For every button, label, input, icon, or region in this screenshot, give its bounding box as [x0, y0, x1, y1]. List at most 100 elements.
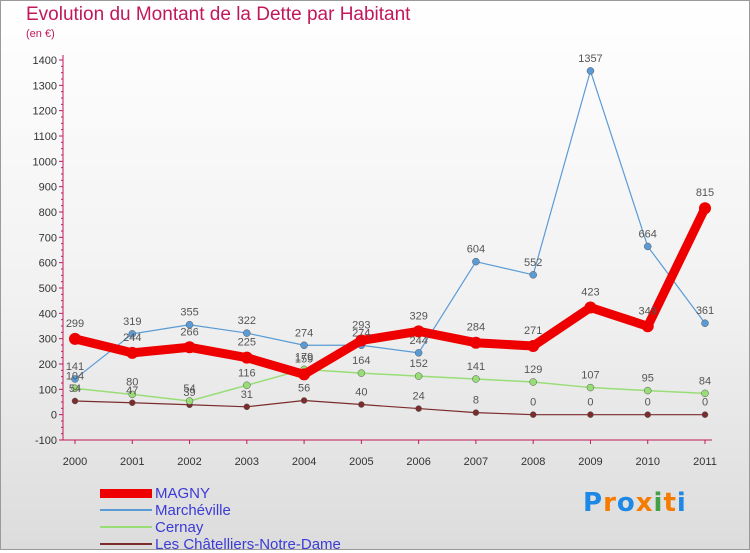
data-label-cernay: 54	[183, 383, 195, 395]
data-point-magny	[355, 334, 368, 347]
x-tick-label: 2002	[177, 456, 201, 468]
data-point-cernay	[357, 369, 366, 377]
y-tick-label: 900	[39, 182, 57, 194]
proxiti-logo: Proxiti	[583, 488, 687, 518]
data-label-cernay: 107	[581, 370, 599, 382]
data-point-les-chatelliers-notre-dame	[71, 397, 79, 405]
data-point-cernay	[243, 381, 251, 390]
data-point-magny	[527, 340, 540, 353]
data-point-magny	[412, 325, 425, 338]
data-point-magny	[641, 320, 654, 333]
y-tick-label: 100	[39, 384, 57, 396]
data-label-magny: 329	[409, 310, 427, 322]
logo-letter: i	[653, 488, 664, 518]
x-tick-label: 2008	[521, 456, 545, 468]
data-label-les-chatelliers-notre-dame: 31	[241, 389, 253, 401]
data-label-marcheville: 361	[696, 305, 714, 317]
data-point-les-chatelliers-notre-dame	[415, 405, 422, 412]
data-point-les-chatelliers-notre-dame	[358, 401, 365, 408]
legend-swatch	[100, 488, 152, 498]
legend-label: Les Châtelliers-Notre-Dame	[155, 536, 341, 553]
data-label-cernay: 116	[238, 367, 256, 379]
data-label-magny: 293	[352, 319, 370, 331]
data-label-les-chatelliers-notre-dame: 0	[645, 397, 651, 409]
y-tick-label: 1400	[33, 55, 57, 67]
data-point-marcheville	[243, 329, 251, 337]
y-tick-label: 400	[39, 308, 57, 320]
y-tick-label: 1300	[33, 80, 57, 92]
data-label-cernay: 164	[352, 355, 370, 367]
data-point-les-chatelliers-notre-dame	[243, 403, 251, 411]
y-tick-label: 200	[39, 359, 57, 371]
data-label-magny: 244	[123, 332, 141, 344]
x-tick-label: 2006	[406, 456, 430, 468]
data-point-magny	[183, 341, 196, 354]
data-label-magny: 266	[180, 326, 198, 338]
data-point-les-chatelliers-notre-dame	[129, 399, 136, 407]
y-tick-label: 1100	[33, 131, 57, 143]
data-point-magny	[240, 351, 253, 364]
legend-swatch	[100, 509, 152, 511]
data-label-magny: 299	[66, 318, 84, 330]
data-label-cernay: 80	[126, 376, 138, 388]
x-tick-label: 2001	[120, 456, 144, 468]
data-label-magny: 271	[524, 325, 542, 337]
data-point-les-chatelliers-notre-dame	[701, 411, 709, 418]
legend-label: MAGNY	[155, 485, 211, 502]
data-point-magny	[69, 332, 81, 345]
data-point-marcheville	[414, 349, 423, 357]
x-tick-label: 2003	[235, 456, 259, 468]
data-point-les-chatelliers-notre-dame	[644, 411, 651, 418]
data-label-marcheville: 664	[639, 228, 657, 240]
logo-letter: o	[616, 488, 636, 518]
data-point-marcheville	[71, 375, 79, 383]
data-label-magny: 225	[238, 337, 256, 349]
data-point-magny	[699, 202, 711, 215]
y-tick-label: 700	[39, 232, 57, 244]
y-tick-label: 300	[39, 334, 57, 346]
data-point-magny	[469, 336, 482, 349]
legend-swatch	[100, 543, 152, 545]
x-tick-label: 2000	[63, 456, 87, 468]
data-label-marcheville: 552	[524, 257, 542, 269]
data-label-les-chatelliers-notre-dame: 39	[183, 387, 195, 399]
data-label-cernay: 84	[699, 375, 711, 387]
data-point-cernay	[586, 383, 595, 392]
data-point-cernay	[701, 389, 709, 398]
data-point-marcheville	[128, 330, 137, 338]
data-label-marcheville: 604	[467, 244, 485, 256]
data-point-marcheville	[529, 271, 537, 279]
data-label-cernay: 152	[409, 358, 427, 370]
legend-label: Marchéville	[155, 502, 231, 519]
data-label-marcheville: 274	[352, 327, 370, 339]
series-line-les-chatelliers-notre-dame	[74, 399, 706, 416]
data-label-les-chatelliers-notre-dame: 0	[587, 397, 593, 409]
data-label-magny: 423	[581, 287, 599, 299]
y-tick-label: 1200	[33, 106, 57, 118]
series-line-cernay	[74, 368, 706, 402]
data-label-les-chatelliers-notre-dame: 0	[530, 397, 536, 409]
data-point-cernay	[414, 372, 423, 380]
chart-title: Evolution du Montant de la Dette par Hab…	[26, 4, 411, 25]
data-point-cernay	[643, 386, 652, 395]
data-point-marcheville	[586, 67, 595, 75]
data-point-les-chatelliers-notre-dame	[529, 411, 537, 418]
logo-letter: r	[603, 488, 617, 518]
data-point-les-chatelliers-notre-dame	[472, 409, 480, 416]
x-tick-label: 2010	[635, 456, 659, 468]
x-tick-label: 2007	[464, 456, 488, 468]
data-point-cernay	[71, 384, 79, 393]
series-line-magny	[70, 203, 710, 379]
data-label-marcheville: 355	[180, 307, 198, 319]
data-point-les-chatelliers-notre-dame	[587, 411, 594, 418]
data-label-marcheville: 274	[295, 327, 313, 339]
data-label-cernay: 141	[467, 361, 485, 373]
data-label-les-chatelliers-notre-dame: 47	[126, 385, 138, 397]
y-tick-label: -100	[35, 435, 57, 447]
data-point-magny	[126, 346, 139, 359]
y-tick-label: 500	[39, 283, 57, 295]
y-tick-label: 1000	[33, 156, 57, 168]
x-tick-label: 2009	[578, 456, 602, 468]
data-point-marcheville	[185, 320, 194, 329]
